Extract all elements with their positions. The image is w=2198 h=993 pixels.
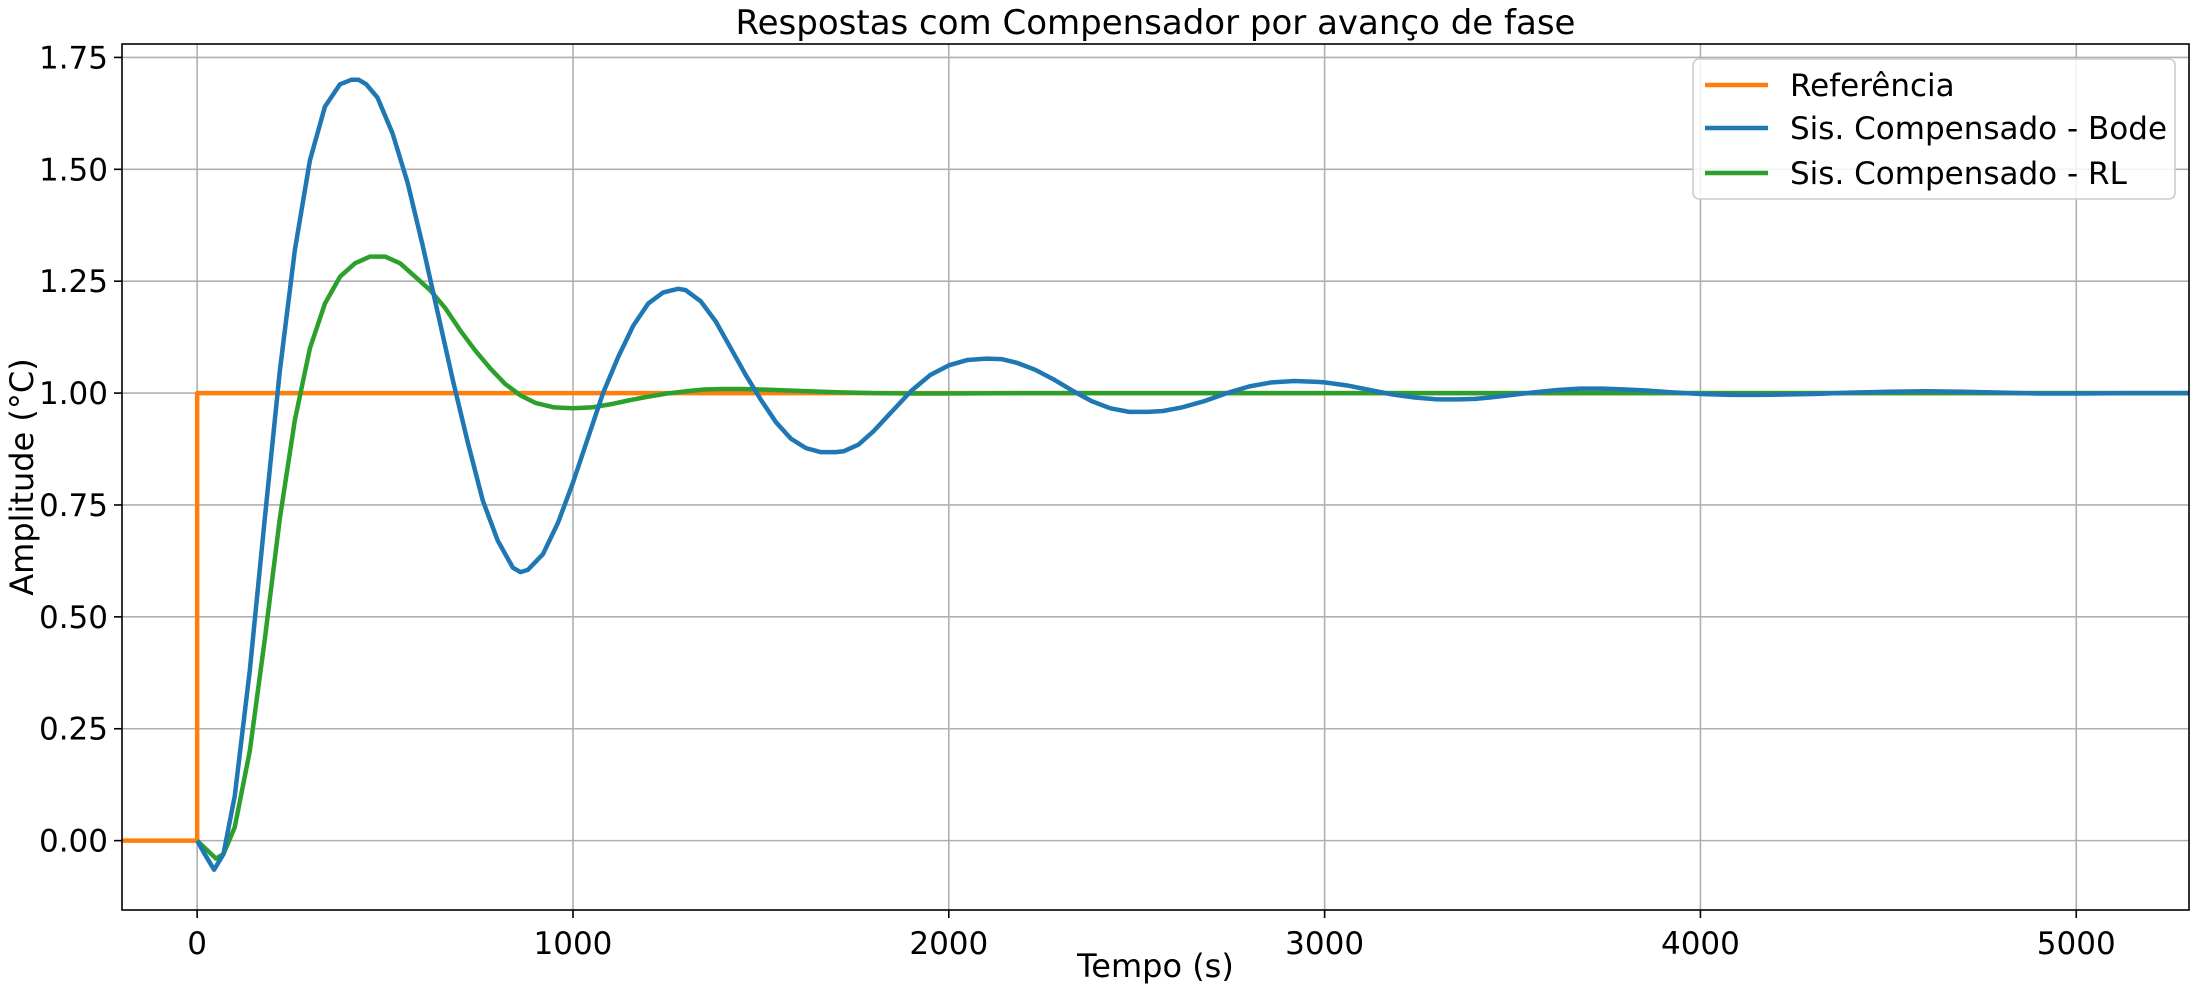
x-axis-title: Tempo (s): [1076, 947, 1234, 985]
y-tick-label: 0.75: [39, 488, 108, 524]
series-line-sis-compensado-rl: [195, 254, 2189, 861]
y-axis-title: Amplitude (°C): [3, 358, 41, 595]
y-tick-label: 0.50: [39, 600, 108, 636]
series-layer: [122, 77, 2189, 872]
y-tick-label: 1.00: [39, 376, 108, 412]
ticks: 0 1000 2000 3000 4000 5000 0.00 0.25 0.50 0.75 1.0…: [39, 40, 2116, 962]
y-tick-label: 0.25: [39, 712, 108, 748]
legend-entry-label: Sis. Compensado - RL: [1790, 156, 2128, 192]
x-tick-label: 0: [187, 926, 207, 962]
plot-frame: [121, 43, 2190, 911]
legend-entry-label: Sis. Compensado - Bode: [1790, 111, 2167, 147]
legend-box: [1692, 58, 2176, 200]
x-tick-label: 5000: [2037, 926, 2116, 962]
x-tick-label: 2000: [909, 926, 988, 962]
legend-entry-label: Referência: [1790, 68, 1955, 104]
x-tick-label: 3000: [1285, 926, 1364, 962]
legend: Referência Sis. Compensado - Bode Sis. Com…: [1692, 58, 2176, 200]
y-tick-label: 1.50: [39, 152, 108, 188]
y-tick-label: 1.25: [39, 264, 108, 300]
y-tick-label: 1.75: [39, 40, 108, 76]
x-tick-label: 4000: [1661, 926, 1740, 962]
x-tick-label: 1000: [534, 926, 613, 962]
chart-title: Respostas com Compensador por avanço de …: [736, 3, 1576, 43]
series-line-sis-compensado-bode: [195, 77, 2189, 872]
y-tick-label: 0.00: [39, 824, 108, 860]
